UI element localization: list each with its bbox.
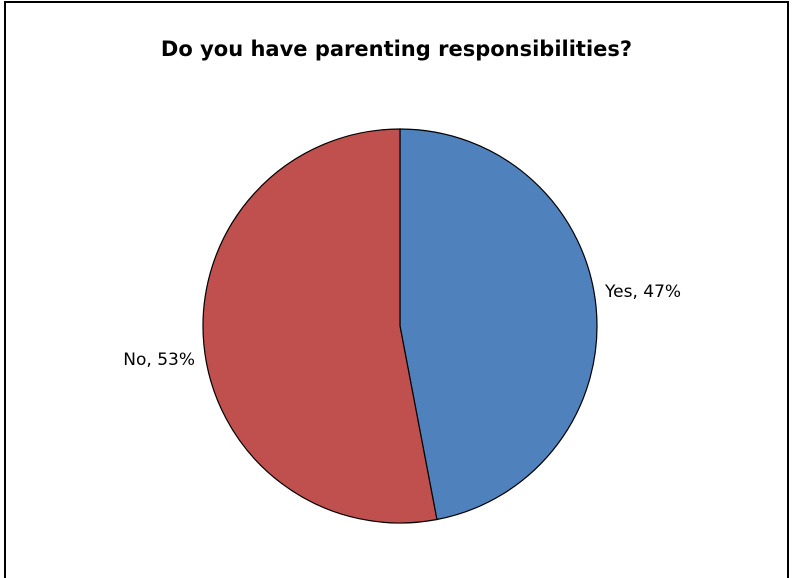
pie-slice-yes: [399, 128, 598, 521]
pie-labels: Yes, 47% No, 53%: [123, 282, 681, 370]
slice-label-no: No, 53%: [123, 350, 195, 370]
chart-title: Do you have parenting responsibilities?: [160, 37, 633, 61]
pie-slice-no: [202, 128, 438, 524]
pie-slices: [202, 128, 598, 524]
slice-label-yes: Yes, 47%: [604, 282, 681, 302]
